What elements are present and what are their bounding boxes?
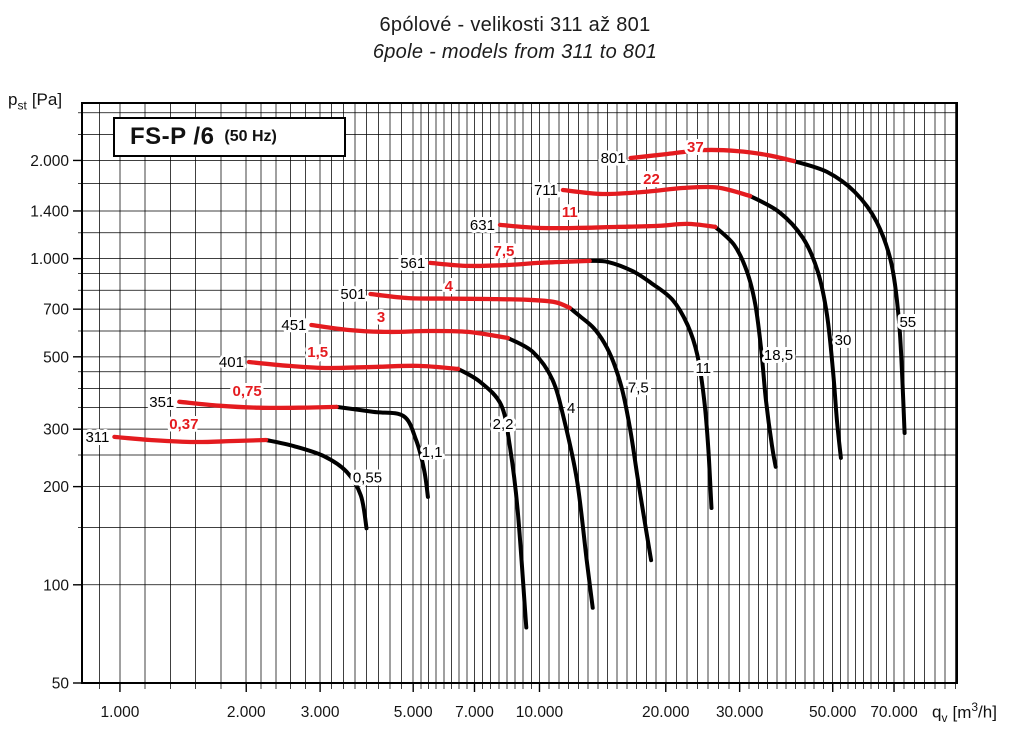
curve-label-power-red-501: 4	[445, 278, 454, 295]
y-axis-subscript: st	[17, 98, 27, 113]
page-header: 6pólové - velikosti 311 až 801 6pole - m…	[0, 14, 1019, 64]
curve-label-model-351: 351	[149, 394, 174, 411]
x-tick-label: 20.000	[642, 704, 690, 721]
x-tick-label: 5.000	[394, 704, 433, 721]
curve-label-power-red-351: 0,75	[233, 383, 262, 400]
curve-451-red	[309, 322, 511, 341]
curve-label-power-black-351: 1,1	[422, 444, 443, 461]
series-title-box: FS-P /6 (50 Hz)	[113, 117, 346, 157]
curve-711-black	[748, 194, 843, 460]
curve-401-black	[456, 366, 529, 630]
curve-label-power-black-631: 18,5	[764, 347, 793, 364]
y-axis-symbol: p	[8, 90, 18, 109]
curve-label-model-801: 801	[601, 150, 626, 167]
page-title: 6pólové - velikosti 311 až 801	[379, 14, 651, 36]
curve-711-red	[560, 184, 753, 199]
curve-351-red	[177, 399, 339, 411]
curve-631-red	[497, 221, 718, 231]
y-tick-label: 100	[43, 577, 69, 594]
curve-311-black	[264, 438, 369, 531]
curve-label-power-red-631: 11	[562, 204, 578, 221]
y-tick-label: 200	[43, 479, 69, 496]
curve-label-model-501: 501	[340, 286, 365, 303]
curve-label-power-red-451: 3	[377, 309, 385, 326]
curve-501-black	[567, 305, 654, 563]
x-tick-label: 50.000	[809, 704, 857, 721]
curve-label-power-black-401: 2,2	[493, 416, 514, 433]
y-tick-label: 700	[43, 302, 69, 319]
x-axis-unit-exponent: 3	[971, 700, 979, 714]
curve-401-red	[246, 359, 461, 372]
x-axis-unit-pre: [m	[952, 702, 972, 722]
curve-label-power-black-801: 55	[899, 314, 916, 331]
y-axis-unit-label: pst [Pa]	[8, 90, 62, 112]
plot-border	[81, 102, 958, 684]
curve-label-power-black-711: 30	[835, 332, 852, 349]
curve-label-power-black-561: 11	[696, 360, 712, 377]
curve-label-power-black-451: 4	[567, 400, 575, 417]
curve-561-red	[428, 258, 592, 269]
y-tick-label: 1.400	[30, 203, 69, 220]
x-tick-label: 7.000	[455, 704, 494, 721]
y-tick-label: 2.000	[30, 153, 69, 170]
curve-801-black	[792, 159, 907, 435]
curve-label-model-561: 561	[400, 255, 425, 272]
curve-801-red	[628, 147, 797, 164]
curve-label-power-black-311: 0,55	[353, 470, 382, 487]
x-axis-unit-label: qv [m3/h]	[932, 700, 997, 725]
curve-501-red	[368, 291, 572, 311]
x-tick-label: 10.000	[516, 704, 564, 721]
y-tick-label: 500	[43, 349, 69, 366]
x-axis-unit-post: /h]	[978, 702, 997, 722]
series-title: FS-P /6	[130, 123, 215, 150]
curve-label-model-401: 401	[219, 354, 244, 371]
series-frequency: (50 Hz)	[224, 128, 277, 145]
curve-label-model-451: 451	[281, 317, 306, 334]
y-tick-label: 50	[52, 676, 70, 693]
y-axis-unit: [Pa]	[31, 90, 63, 109]
curve-label-power-black-501: 7,5	[628, 380, 649, 397]
y-tick-label: 300	[43, 422, 69, 439]
x-axis-subscript: v	[941, 711, 948, 726]
x-tick-label: 3.000	[301, 704, 340, 721]
curve-label-power-red-801: 37	[687, 139, 704, 156]
curve-label-power-red-561: 7,5	[494, 243, 515, 260]
curve-311-red	[112, 434, 269, 445]
curve-label-power-red-711: 22	[643, 171, 660, 188]
curve-561-black	[587, 258, 714, 510]
x-axis-symbol: q	[932, 702, 942, 722]
curve-label-power-red-311: 0,37	[169, 416, 198, 433]
curve-label-model-711: 711	[534, 182, 558, 199]
curve-631-black	[713, 224, 778, 469]
curve-351-black	[334, 404, 430, 499]
curve-label-model-311: 311	[85, 429, 109, 446]
y-tick-label: 1.000	[30, 251, 69, 268]
x-tick-label: 1.000	[101, 704, 140, 721]
x-tick-label: 70.000	[870, 704, 918, 721]
curve-label-power-red-401: 1,5	[307, 344, 328, 361]
x-tick-label: 2.000	[227, 704, 266, 721]
curve-451-black	[505, 336, 595, 610]
page-subtitle: 6pole - models from 311 to 801	[372, 41, 658, 63]
curve-label-model-631: 631	[470, 217, 495, 234]
x-tick-label: 30.000	[716, 704, 764, 721]
